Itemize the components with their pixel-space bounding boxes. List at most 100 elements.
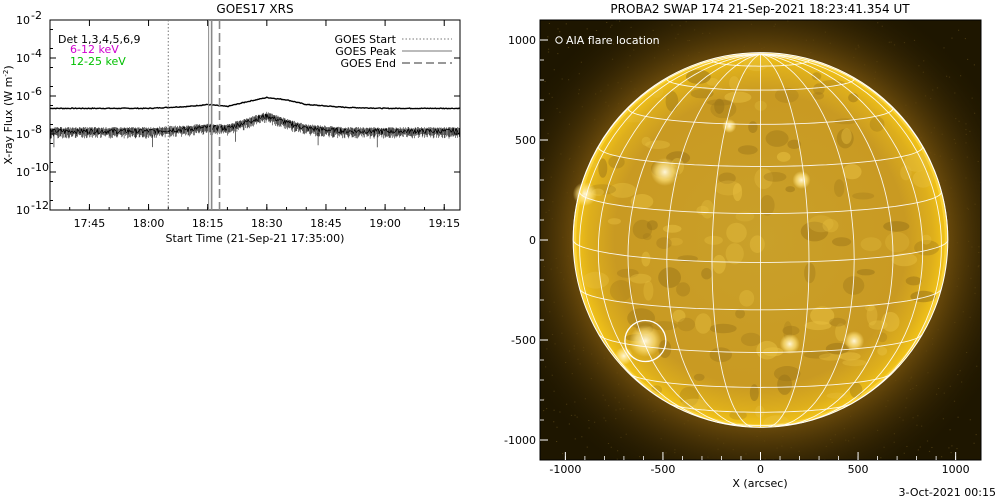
flare-location-legend-label: AIA flare location: [566, 34, 660, 47]
grid-parallel: [579, 289, 942, 311]
bright-mottle: [695, 313, 712, 334]
heliographic-grid: [572, 52, 949, 428]
grid-meridian: [760, 53, 855, 428]
grid-meridian: [760, 53, 924, 423]
dark-mottle: [848, 93, 859, 103]
bright-mottle: [762, 347, 784, 357]
bright-mottle: [755, 405, 765, 418]
bright-mottle: [621, 115, 647, 123]
grid-meridian: [711, 53, 761, 428]
bright-mottle: [630, 194, 654, 209]
series-upper-flux-line: [50, 96, 460, 110]
goes-series-group: [50, 96, 460, 135]
swap-x-tick-label: 500: [848, 463, 869, 476]
dark-mottle: [693, 373, 705, 381]
active-region-bright-spot: [629, 325, 662, 357]
swap-y-tick-label: 1000: [508, 34, 536, 47]
goes-y-label-prefix: X-ray Flux (W m: [2, 77, 15, 165]
bright-mottle: [662, 224, 682, 233]
x-tick-label: 18:15: [192, 217, 224, 230]
dark-mottle: [735, 308, 745, 319]
dark-mottle: [852, 192, 875, 200]
bright-mottle: [739, 290, 755, 307]
y-tick-exponent: -10: [31, 161, 49, 174]
goes-event-lines: [167, 20, 221, 210]
active-region-bright-spot: [650, 158, 679, 186]
swap-panel-title: PROBA2 SWAP 174 21-Sep-2021 18:23:41.354…: [610, 2, 910, 16]
series-lower-flux-line: [50, 113, 460, 135]
bright-mottle: [860, 237, 882, 252]
legend-goes-peak-label: GOES Peak: [335, 45, 396, 58]
dark-mottle: [825, 342, 850, 355]
dark-mottle: [658, 267, 681, 288]
dark-mottle: [804, 262, 816, 284]
bright-mottle: [749, 235, 765, 253]
bright-mottle: [839, 352, 861, 361]
bright-mottle: [680, 398, 708, 413]
grid-meridian: [627, 53, 761, 426]
grid-meridian: [579, 53, 761, 409]
legend-goes-start-label: GOES Start: [335, 33, 397, 46]
bright-mottle: [877, 346, 888, 356]
goes-legend-left: Det 1,3,4,5,6,9 6-12 keV 12-25 keV: [58, 33, 141, 68]
bright-mottle: [818, 353, 843, 361]
dark-mottle: [812, 92, 824, 100]
legend-det-label: Det 1,3,4,5,6,9: [58, 33, 141, 46]
bright-mottle: [920, 234, 932, 245]
dark-mottle: [760, 195, 775, 216]
goes-x-axis: 17:45 18:00 18:15 18:30 18:45 19:00 19:15: [49, 20, 460, 230]
bright-mottle: [842, 164, 862, 180]
goes-chart-title: GOES17 XRS: [216, 2, 293, 16]
dark-mottle: [782, 325, 800, 336]
bright-mottle: [776, 151, 791, 162]
x-tick-label: 18:00: [133, 217, 165, 230]
dark-mottle: [811, 72, 822, 81]
goes-y-label-exponent: -2: [2, 70, 10, 77]
active-regions: [572, 119, 865, 365]
y-tick-label: 10: [16, 90, 30, 103]
swap-x-tick-label: -500: [650, 463, 675, 476]
bright-mottle: [608, 182, 637, 198]
dark-mottle: [765, 130, 789, 147]
flare-location-legend-icon: [555, 36, 563, 44]
grid-parallel: [627, 108, 894, 125]
goes-y-label-suffix: ): [2, 65, 15, 69]
bright-mottle: [841, 128, 852, 145]
bright-mottle: [724, 91, 752, 103]
dark-mottle: [642, 233, 652, 241]
dark-mottle: [656, 237, 672, 250]
dark-mottle: [718, 172, 736, 184]
bright-mottle: [754, 168, 773, 190]
dark-mottle: [646, 220, 658, 231]
dark-mottle: [677, 317, 695, 332]
bright-mottle: [808, 215, 834, 233]
y-tick-label: 10: [16, 128, 30, 141]
dark-mottle: [690, 89, 714, 99]
bright-mottle: [891, 253, 918, 267]
bright-mottle: [643, 280, 654, 301]
dark-mottle: [686, 69, 711, 84]
dark-mottle: [785, 186, 795, 193]
dark-mottle: [832, 237, 852, 247]
dark-mottle: [813, 83, 825, 95]
legend-6-12-kev-label: 6-12 keV: [70, 43, 119, 56]
bright-mottle: [700, 200, 715, 219]
dark-mottle: [856, 269, 875, 276]
dark-mottle: [665, 91, 679, 112]
grid-parallel: [711, 60, 810, 67]
grid-meridian: [597, 53, 761, 423]
bright-mottle: [732, 183, 743, 202]
goes-x-axis-label: Start Time (21-Sep-21 17:35:00): [166, 232, 345, 245]
dark-mottle: [616, 268, 639, 278]
dark-mottle: [787, 139, 801, 149]
swap-y-tick-label: 0: [529, 234, 536, 247]
grid-meridian: [760, 53, 942, 409]
swap-axes: -1000 -500 0 500 1000 -1000 -500 0 500 1000: [504, 34, 970, 476]
grid-parallel: [669, 403, 852, 413]
bright-mottle: [900, 165, 912, 181]
grid-parallel: [572, 239, 949, 263]
dark-mottle: [714, 98, 725, 114]
swap-y-tick-label: 500: [515, 134, 536, 147]
swap-x-tick-label: -1000: [549, 463, 581, 476]
legend-goes-end-label: GOES End: [340, 57, 396, 70]
